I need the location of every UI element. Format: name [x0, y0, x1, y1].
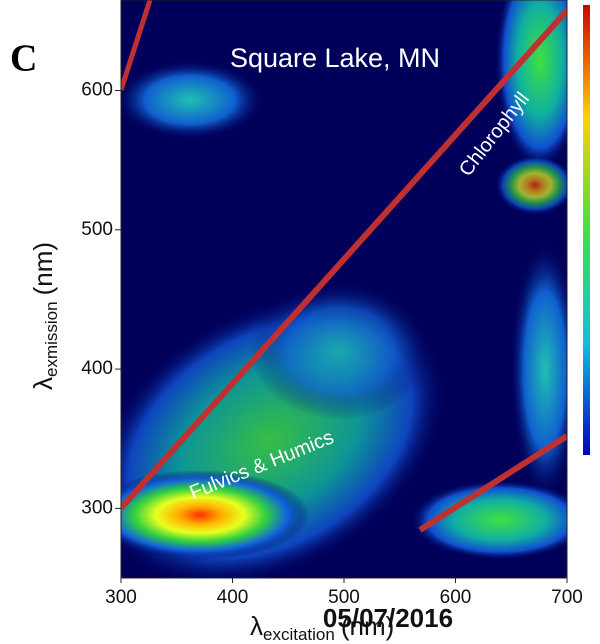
x-tick-label: 300	[105, 587, 137, 608]
x-tick-label: 500	[328, 587, 360, 608]
humic-peak	[121, 470, 310, 560]
blob	[410, 480, 567, 560]
y-tick-label: 500	[81, 219, 113, 240]
x-label-subscript: excitation	[263, 625, 335, 644]
x-tick-label: 600	[440, 587, 472, 608]
chlorophyll-peak	[495, 155, 567, 215]
blob	[121, 60, 265, 140]
y-tick-label: 300	[81, 497, 113, 518]
plot-area	[121, 0, 567, 578]
y-tick-label: 600	[81, 80, 113, 101]
chart-title: Square Lake, MN	[230, 43, 440, 73]
date-stamp: 05/07/2016	[323, 603, 453, 633]
chlorophyll-region	[495, 0, 567, 170]
y-label-unit: (nm)	[28, 242, 58, 295]
chlorophyll-tail	[510, 240, 567, 500]
x-label-unit: (nm)	[341, 611, 394, 641]
y-tick-label: 400	[81, 358, 113, 379]
x-tick-label: 400	[217, 587, 249, 608]
y-label-subscript: exmission	[42, 301, 61, 377]
panel-label: C	[10, 38, 37, 80]
x-tick-label: 700	[551, 587, 583, 608]
second-order-line	[121, 0, 153, 91]
scatter-line	[418, 433, 567, 533]
humic-region	[250, 280, 430, 420]
x-label-symbol: λ	[250, 611, 263, 641]
rayleigh-line	[121, 6, 567, 511]
x-axis-label: λexcitation (nm)	[250, 611, 394, 644]
y-axis-label: λexmission (nm)	[28, 242, 62, 390]
colorbar	[583, 5, 590, 455]
y-label-symbol: λ	[28, 377, 58, 390]
